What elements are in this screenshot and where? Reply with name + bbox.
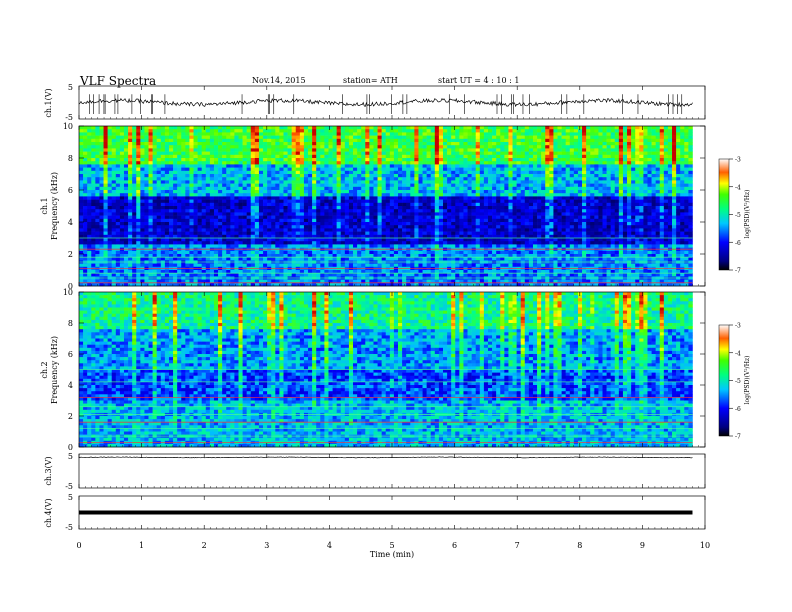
time-tick-label: 2: [202, 541, 207, 550]
ch2-spectrogram-panel: 0 2 4 6 8 10 ch.2 Frequency (kHz) -3 -4 -5 -6 -7 …: [40, 288, 751, 452]
time-axis-label: Time (min): [370, 550, 414, 559]
ch4-voltage-trace: [79, 510, 693, 515]
ch3-voltage-ytick-top: 5: [68, 452, 73, 461]
ch2-spectrogram-image: [79, 292, 693, 448]
ch1-colorbar-label: log(PSD)(V²/Hz): [744, 190, 751, 239]
ch3-voltage-trace: [78, 456, 693, 459]
ch1-voltage-trace: [78, 94, 693, 115]
header-date: Nov.14, 2015: [252, 76, 306, 85]
time-tick-label: 3: [264, 541, 269, 550]
frequency-tick-label: 6: [68, 350, 73, 359]
time-tick-label: 10: [700, 541, 710, 550]
frequency-tick-label: 10: [63, 122, 73, 131]
ch1-voltage-ytick-bottom: -5: [65, 113, 73, 122]
frequency-tick-label: 8: [68, 154, 73, 163]
ch1-spectrogram-image: [79, 126, 693, 287]
ch2-frequency-ticks: 0 2 4 6 8 10: [63, 288, 705, 452]
colorbar-tick-label: -7: [735, 434, 741, 441]
ch2-colorbar-label: log(PSD)(V²/Hz): [744, 356, 751, 405]
ch1-frequency-ticks: 0 2 4 6 8 10: [63, 122, 705, 291]
frequency-tick-label: 10: [63, 288, 73, 297]
colorbar-tick-label: -6: [735, 406, 741, 413]
ch3-voltage-panel: 5 -5 ch.3(V): [44, 452, 706, 491]
colorbar-tick-label: -5: [735, 212, 741, 219]
colorbar-tick-label: -3: [735, 157, 741, 164]
frequency-tick-label: 0: [68, 282, 73, 291]
header-start-time: start UT = 4 : 10 : 1: [438, 76, 519, 85]
time-tick-label: 8: [577, 541, 582, 550]
frequency-tick-label: 0: [68, 443, 73, 452]
colorbar-tick-label: -6: [735, 240, 741, 247]
voltage-line: [79, 510, 693, 515]
colorbar-tick-label: -7: [735, 268, 741, 275]
ch4-voltage-label: ch.4(V): [44, 498, 53, 527]
time-tick-label: 4: [327, 541, 332, 550]
ch1-spectrogram-panel: 0 2 4 6 8 10 ch.1 Frequency (kHz) -3 -4 -5 -6 -7 …: [40, 122, 751, 291]
ch4-voltage-ytick-bottom: -5: [65, 523, 73, 532]
ch2-colorbar: -3 -4 -5 -6 -7 log(PSD)(V²/Hz): [718, 323, 751, 441]
time-tick-label: 1: [139, 541, 144, 550]
frequency-tick-label: 6: [68, 186, 73, 195]
colorbar-tick-label: -4: [735, 350, 741, 357]
time-tick-label: 9: [640, 541, 645, 550]
frequency-tick-label: 2: [68, 412, 73, 421]
ch1-voltage-label: ch.1(V): [44, 88, 53, 117]
ch4-voltage-panel: 5 -5 ch.4(V): [44, 493, 706, 532]
frequency-tick-label: 2: [68, 250, 73, 259]
time-tick-label: 0: [76, 541, 81, 550]
header-station: station= ATH: [343, 76, 398, 85]
time-axis: 0 1 2 3 4 5 6 7 8 9 10: [76, 86, 710, 550]
frequency-tick-label: 4: [68, 218, 73, 227]
ch1-spec-channel-label: ch.1: [40, 197, 49, 214]
ch3-voltage-ytick-bottom: -5: [65, 482, 73, 491]
ch2-spec-channel-label: ch.2: [40, 361, 49, 378]
colorbar-tick-label: -5: [735, 378, 741, 385]
voltage-line: [78, 97, 693, 108]
ch4-voltage-ytick-top: 5: [68, 493, 73, 502]
ch1-colorbar: -3 -4 -5 -6 -7 log(PSD)(V²/Hz): [718, 157, 751, 275]
ch1-voltage-panel: 5 -5 ch.1(V): [44, 83, 706, 122]
time-tick-label: 6: [452, 541, 457, 550]
frequency-tick-label: 4: [68, 381, 73, 390]
ch1-frequency-label: Frequency (kHz): [50, 172, 59, 240]
ch1-voltage-ytick-top: 5: [68, 83, 73, 92]
figure-title: VLF Spectra: [79, 74, 156, 88]
voltage-line: [78, 456, 693, 459]
ch2-frequency-label: Frequency (kHz): [50, 336, 59, 404]
time-tick-label: 5: [389, 541, 394, 550]
frequency-tick-label: 8: [68, 319, 73, 328]
colorbar-tick-label: -3: [735, 323, 741, 330]
colorbar-tick-label: -4: [735, 184, 741, 191]
ch3-voltage-label: ch.3(V): [44, 456, 53, 485]
time-tick-label: 7: [515, 541, 520, 550]
